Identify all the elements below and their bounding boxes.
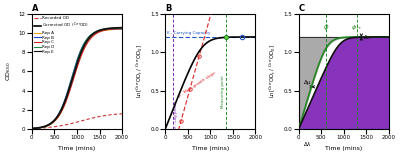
Text: $\phi$: $\phi$ <box>322 22 329 32</box>
Text: λ - Lag phase: λ - Lag phase <box>174 101 178 128</box>
X-axis label: Time (mins): Time (mins) <box>192 146 229 151</box>
Text: A: A <box>32 4 38 13</box>
Text: B: B <box>165 4 172 13</box>
Y-axis label: OD$_{650}$: OD$_{650}$ <box>4 62 13 81</box>
Text: $\phi_{+t}$: $\phi_{+t}$ <box>352 23 363 32</box>
X-axis label: Time (mins): Time (mins) <box>325 146 362 151</box>
Y-axis label: Ln[$^{Corr}$OD$_t$ / $^{Corr}$OD$_0$]: Ln[$^{Corr}$OD$_t$ / $^{Corr}$OD$_0$] <box>268 45 278 98</box>
Text: K - Carrying Capacity: K - Carrying Capacity <box>167 31 210 35</box>
Y-axis label: Ln[$^{Corr}$OD$_t$ / $^{Corr}$OD$_0$]: Ln[$^{Corr}$OD$_t$ / $^{Corr}$OD$_0$] <box>135 45 145 98</box>
Text: μ - Max. growth slope: μ - Max. growth slope <box>178 71 217 98</box>
Text: $\Delta\mu$: $\Delta\mu$ <box>303 78 312 87</box>
Legend: Recorded OD, Corrected OD ($^{Corr}$OD), Rep A, Rep B, Rep C, Rep D, Rep E: Recorded OD, Corrected OD ($^{Corr}$OD),… <box>34 16 89 54</box>
Text: C: C <box>299 4 305 13</box>
X-axis label: Time (mins): Time (mins) <box>58 146 96 151</box>
Text: $\Delta x$: $\Delta x$ <box>363 33 372 41</box>
Text: Measuring point: Measuring point <box>221 75 225 108</box>
Text: $\Delta\lambda$: $\Delta\lambda$ <box>304 140 312 148</box>
